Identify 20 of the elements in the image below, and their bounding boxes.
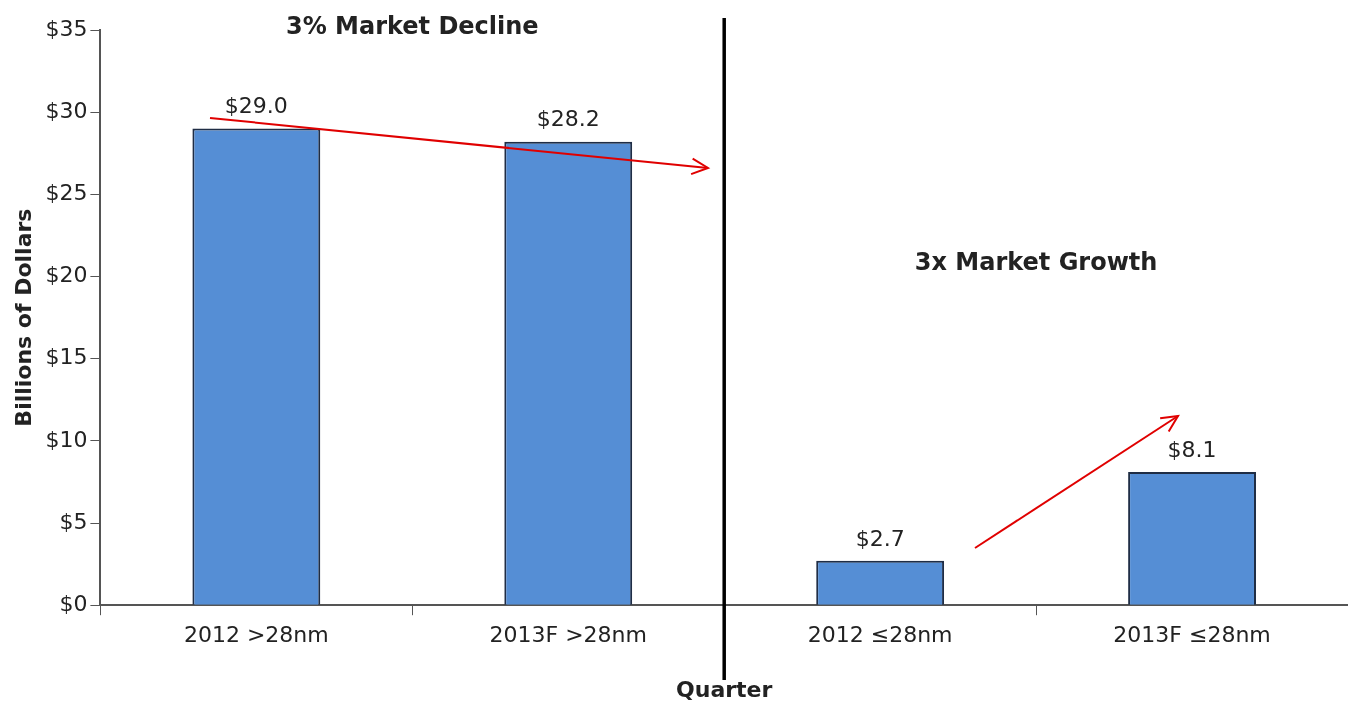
- y-tick-label: $25: [45, 180, 88, 206]
- y-tick-label: $5: [59, 508, 88, 534]
- annotation: 3% Market Decline: [285, 12, 539, 41]
- annotation: 3x Market Growth: [914, 248, 1158, 277]
- x-tick-label: 2012 >28nm: [183, 622, 329, 648]
- y-tick-label: $35: [45, 15, 88, 41]
- y-axis-title: Billions of Dollars: [10, 208, 36, 427]
- x-tick-label: 2013F ≤28nm: [1113, 622, 1271, 648]
- y-tick-label: $30: [45, 97, 88, 123]
- x-tick-label: 2012 ≤28nm: [807, 622, 953, 648]
- y-tick-label: $0: [59, 590, 88, 616]
- x-axis-title: Quarter: [676, 676, 773, 702]
- y-tick-label: $15: [45, 344, 88, 370]
- data-label: $8.1: [1167, 436, 1217, 462]
- y-tick-label: $20: [45, 262, 88, 288]
- data-label: $28.2: [536, 106, 600, 132]
- data-label: $2.7: [855, 525, 905, 551]
- y-tick-label: $10: [45, 426, 88, 452]
- data-label: $29.0: [224, 93, 288, 119]
- x-tick-label: 2013F >28nm: [489, 622, 647, 648]
